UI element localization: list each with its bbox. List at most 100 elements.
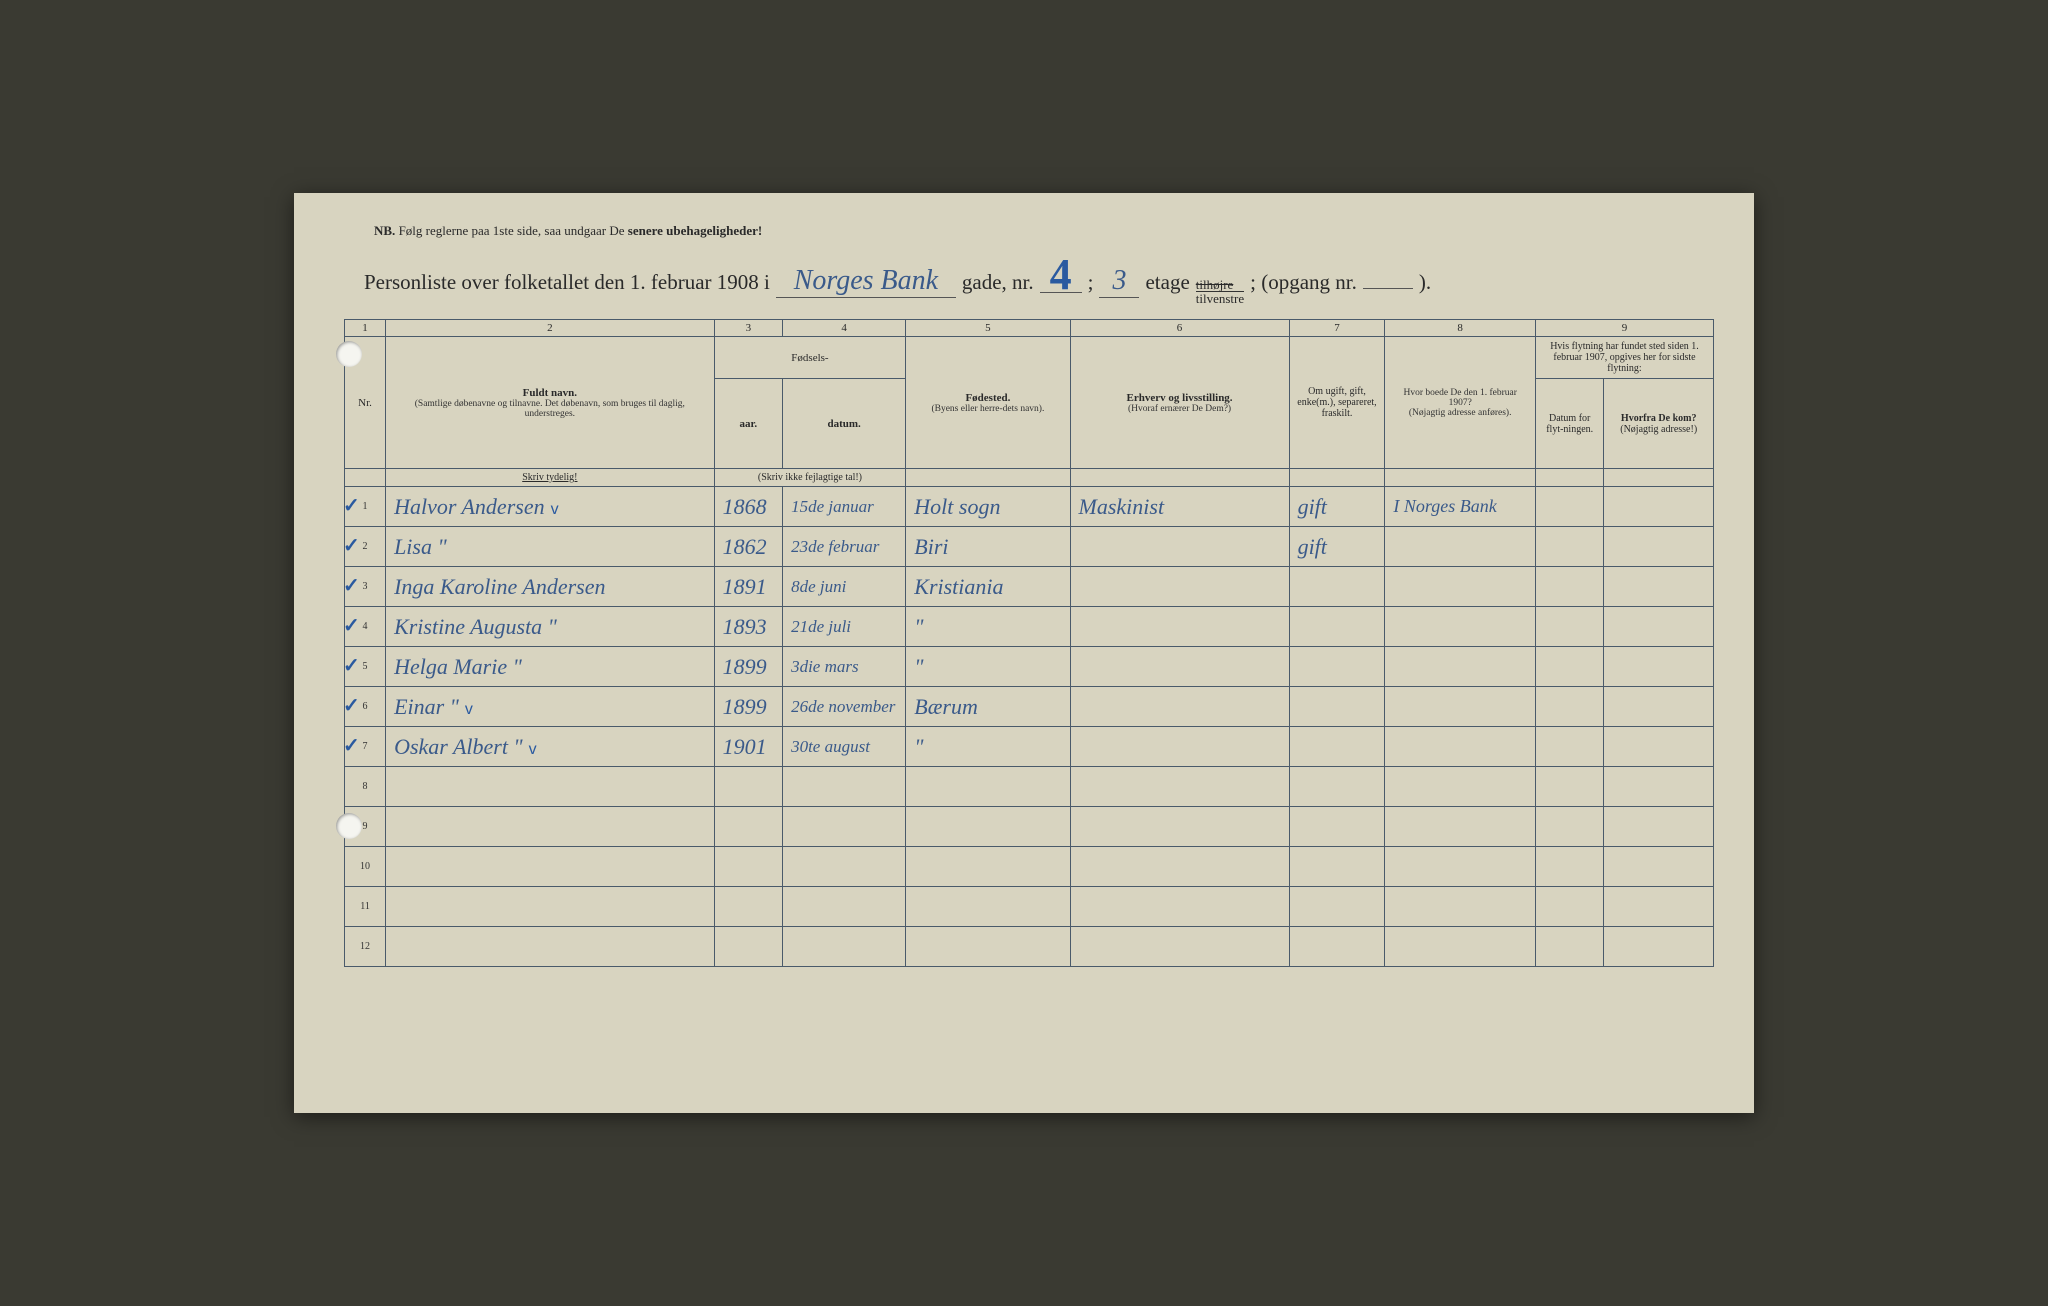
- cell-name: Oskar Albert "v: [386, 727, 715, 767]
- cell-move-from: [1604, 567, 1714, 607]
- cell-name: [386, 767, 715, 807]
- cell-move-date: [1535, 727, 1603, 767]
- title-t2: gade, nr.: [962, 270, 1034, 295]
- cell-name: [386, 847, 715, 887]
- title-t3: ;: [1088, 270, 1094, 295]
- title-t6: ).: [1419, 270, 1431, 295]
- check-mark: ✓: [343, 493, 360, 518]
- row-number: 9: [345, 807, 386, 847]
- nb-prefix: NB.: [374, 223, 395, 238]
- cell-move-from: [1604, 847, 1714, 887]
- cell-marital: [1289, 767, 1385, 807]
- cell-prev-addr: [1385, 607, 1536, 647]
- cell-date: 30te august: [783, 727, 906, 767]
- cell-birthplace: ": [906, 647, 1070, 687]
- cell-marital: gift: [1289, 527, 1385, 567]
- table-row: ✓ 2 Lisa " 1862 23de februar Biri gift: [345, 527, 1714, 567]
- table-row: 9: [345, 807, 1714, 847]
- table-row: 10: [345, 847, 1714, 887]
- cell-occupation: [1070, 527, 1289, 567]
- cell-prev-addr: [1385, 567, 1536, 607]
- punch-hole-top: [336, 341, 362, 367]
- title-line: Personliste over folketallet den 1. febr…: [364, 257, 1714, 305]
- cell-occupation: Maskinist: [1070, 487, 1289, 527]
- colnum-7: 7: [1289, 320, 1385, 337]
- cell-marital: [1289, 567, 1385, 607]
- table-row: ✓ 5 Helga Marie " 1899 3die mars ": [345, 647, 1714, 687]
- cell-move-date: [1535, 687, 1603, 727]
- cell-occupation: [1070, 727, 1289, 767]
- cell-move-from: [1604, 887, 1714, 927]
- cell-occupation: [1070, 807, 1289, 847]
- check-mark: ✓: [343, 613, 360, 638]
- cell-birthplace: [906, 887, 1070, 927]
- cell-birthplace: [906, 807, 1070, 847]
- cell-year: 1901: [714, 727, 782, 767]
- colnum-4: 4: [783, 320, 906, 337]
- title-house-nr: 4: [1040, 257, 1082, 293]
- colnum-8: 8: [1385, 320, 1536, 337]
- cell-prev-addr: [1385, 527, 1536, 567]
- check-mark: ✓: [343, 733, 360, 758]
- cell-marital: [1289, 647, 1385, 687]
- cell-date: [783, 847, 906, 887]
- cell-year: 1893: [714, 607, 782, 647]
- cell-name: [386, 927, 715, 967]
- row-number: 11: [345, 887, 386, 927]
- cell-move-date: [1535, 487, 1603, 527]
- row-number: ✓ 2: [345, 527, 386, 567]
- hdr-birth: Fødsels-: [714, 337, 906, 379]
- column-number-row: 1 2 3 4 5 6 7 8 9: [345, 320, 1714, 337]
- cell-move-from: [1604, 527, 1714, 567]
- cell-date: [783, 887, 906, 927]
- cell-move-from: [1604, 607, 1714, 647]
- table-row: ✓ 1 Halvor Andersenv 1868 15de januar Ho…: [345, 487, 1714, 527]
- cell-move-from: [1604, 727, 1714, 767]
- header-row-1: Nr. Fuldt navn. (Samtlige døbenavne og t…: [345, 337, 1714, 379]
- cell-marital: [1289, 687, 1385, 727]
- cell-name: Kristine Augusta ": [386, 607, 715, 647]
- cell-move-from: [1604, 767, 1714, 807]
- title-t5: ; (opgang nr.: [1250, 270, 1357, 295]
- table-header: 1 2 3 4 5 6 7 8 9 Nr. Fuldt navn. (Samtl…: [345, 320, 1714, 487]
- cell-prev-addr: [1385, 767, 1536, 807]
- table-row: 11: [345, 887, 1714, 927]
- cell-move-date: [1535, 807, 1603, 847]
- colnum-1: 1: [345, 320, 386, 337]
- cell-marital: [1289, 807, 1385, 847]
- title-street: Norges Bank: [776, 265, 956, 298]
- cell-birthplace: ": [906, 727, 1070, 767]
- colnum-3: 3: [714, 320, 782, 337]
- title-t4: etage: [1145, 270, 1189, 295]
- cell-prev-addr: [1385, 807, 1536, 847]
- cell-birthplace: ": [906, 607, 1070, 647]
- hdr-move: Hvis flytning har fundet sted siden 1. f…: [1535, 337, 1713, 379]
- hdr-move-from: Hvorfra De kom? (Nøjagtig adresse!): [1604, 379, 1714, 469]
- cell-prev-addr: I Norges Bank: [1385, 487, 1536, 527]
- cell-date: 3die mars: [783, 647, 906, 687]
- cell-marital: [1289, 847, 1385, 887]
- cell-prev-addr: [1385, 647, 1536, 687]
- cell-move-date: [1535, 847, 1603, 887]
- cell-year: 1891: [714, 567, 782, 607]
- cell-prev-addr: [1385, 727, 1536, 767]
- table-row: ✓ 4 Kristine Augusta " 1893 21de juli ": [345, 607, 1714, 647]
- colnum-9: 9: [1535, 320, 1713, 337]
- row-number: ✓ 6: [345, 687, 386, 727]
- cell-marital: [1289, 727, 1385, 767]
- cell-move-from: [1604, 927, 1714, 967]
- cell-year: 1862: [714, 527, 782, 567]
- cell-occupation: [1070, 647, 1289, 687]
- cell-name: Inga Karoline Andersen: [386, 567, 715, 607]
- cell-occupation: [1070, 927, 1289, 967]
- cell-year: [714, 927, 782, 967]
- cell-move-date: [1535, 767, 1603, 807]
- cell-occupation: [1070, 567, 1289, 607]
- colnum-2: 2: [386, 320, 715, 337]
- row-number: 10: [345, 847, 386, 887]
- hdr-name-note: Skriv tydelig!: [386, 469, 715, 487]
- cell-move-date: [1535, 567, 1603, 607]
- hdr-name: Fuldt navn. (Samtlige døbenavne og tilna…: [386, 337, 715, 469]
- table-row: ✓ 6 Einar "v 1899 26de november Bærum: [345, 687, 1714, 727]
- cell-year: [714, 807, 782, 847]
